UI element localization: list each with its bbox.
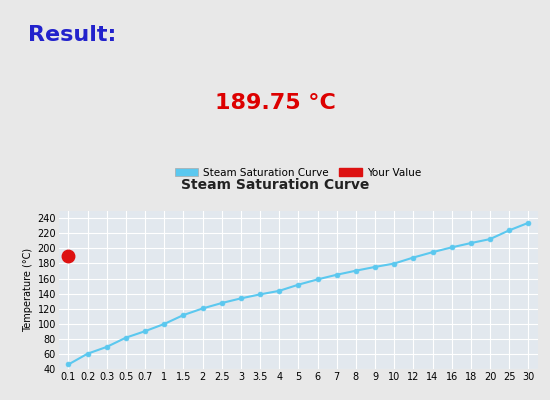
Text: Result:: Result: [28, 26, 117, 46]
Text: Steam Saturation Curve: Steam Saturation Curve [181, 178, 369, 192]
Legend: Steam Saturation Curve, Your Value: Steam Saturation Curve, Your Value [173, 166, 424, 180]
Text: 189.75 °C: 189.75 °C [214, 93, 336, 113]
Y-axis label: Temperature (°C): Temperature (°C) [23, 248, 34, 332]
